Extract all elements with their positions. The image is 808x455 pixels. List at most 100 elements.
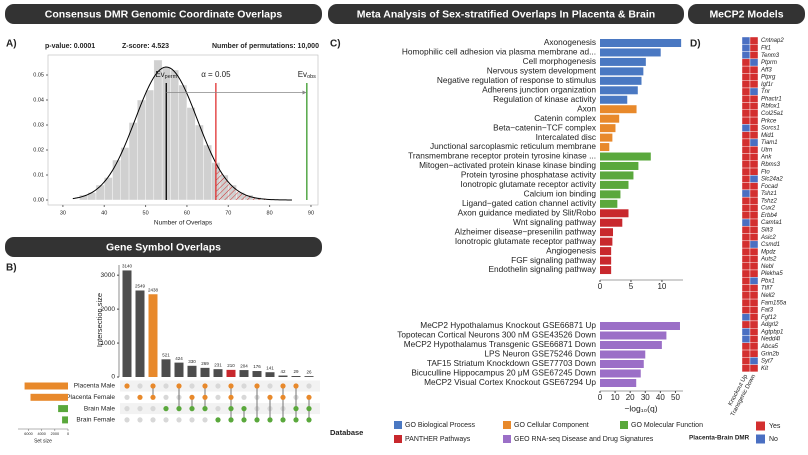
matrix-dot-empty: [189, 417, 195, 423]
bar-value-label: 330: [188, 359, 196, 364]
x-tick-label: 60: [184, 210, 190, 216]
set-size-bar: [24, 382, 68, 390]
panel-label: B): [6, 263, 17, 274]
bar: [600, 209, 629, 218]
row-label: Pbx1: [761, 278, 775, 284]
legend-label: GEO RNA-seq Disease and Drug Signatures: [514, 436, 654, 443]
heatmap-cell: [749, 87, 759, 96]
panel-title: MeCP2 Models: [709, 8, 783, 20]
heatmap-cell: [749, 262, 759, 271]
x-tick-label: 4000: [37, 432, 45, 436]
heatmap-cell: [749, 65, 759, 74]
category-label: Topotecan Cortical Neurons 300 nM GSE435…: [397, 330, 596, 340]
matrix-dot: [267, 417, 273, 423]
legend-swatch: [756, 421, 765, 431]
heatmap-cell: [749, 109, 759, 118]
heatmap-cell: [741, 247, 751, 256]
legend-label: GO Molecular Function: [631, 422, 703, 429]
matrix-dot-empty: [150, 406, 156, 412]
heatmap-cell: [749, 167, 759, 176]
bar: [600, 360, 644, 368]
row-label: Mpdz: [761, 249, 776, 255]
legend-title: Database: [330, 428, 363, 437]
heatmap-cell: [741, 138, 751, 147]
heatmap-cell: [741, 167, 751, 176]
x-tick-label: 70: [225, 210, 231, 216]
category-label: MeCP2 Hypothalamus Transgenic GSE66871 D…: [404, 339, 597, 349]
heatmap-cell: [749, 313, 759, 322]
set-label: Brain Female: [76, 417, 115, 424]
matrix-dot: [241, 417, 247, 423]
matrix-dot-empty: [189, 383, 195, 389]
heatmap-cell: [741, 211, 751, 220]
heatmap-cell: [749, 349, 759, 358]
intersection-bar: [304, 376, 314, 377]
matrix-dot: [280, 417, 286, 423]
hist-bar: [203, 144, 212, 201]
category-label: Protein tyrosine phosphatase activity: [461, 170, 597, 180]
row-label: Rbfox1: [761, 104, 780, 110]
x-tick-label: 0: [598, 282, 603, 291]
row-label: Sorcs1: [761, 126, 780, 132]
row-label: Erbb4: [761, 213, 778, 219]
matrix-dot: [228, 417, 234, 423]
bar: [600, 76, 642, 85]
heatmap-cell: [741, 182, 751, 191]
heatmap-cell: [741, 102, 751, 110]
row-label: Phactr1: [761, 96, 782, 102]
y-tick-label: 0.01: [33, 172, 44, 178]
legend-swatch: [394, 421, 402, 429]
x-tick-label: 40: [656, 393, 665, 402]
hist-bar: [112, 159, 121, 201]
x-tick-label: 2000: [51, 432, 59, 436]
legend-label: Yes: [769, 423, 781, 430]
matrix-dot: [241, 406, 247, 412]
intersection-bar: [291, 376, 301, 377]
heatmap-cell: [749, 189, 759, 198]
x-tick-label: 30: [60, 210, 66, 216]
category-label: Axon: [577, 103, 596, 113]
category-label: Alzheimer disease−presenilin pathway: [455, 226, 597, 236]
heatmap-cell: [741, 109, 751, 118]
bar: [600, 331, 667, 340]
hist-bar: [170, 69, 179, 201]
matrix-dot-empty: [215, 394, 221, 400]
matrix-dot: [189, 394, 195, 400]
row-label: Ptprg: [761, 75, 776, 81]
heatmap-cell: [749, 211, 759, 220]
legend-swatch: [756, 434, 765, 444]
matrix-dot: [293, 406, 299, 412]
heatmap-cell: [741, 284, 751, 292]
heatmap-cell: [741, 73, 751, 81]
x-axis-label: Set size: [34, 438, 52, 444]
category-label: Endothelin signaling pathway: [489, 264, 597, 274]
row-label: Igf1r: [761, 82, 774, 88]
heatmap-cell: [749, 320, 759, 329]
legend-label: No: [769, 436, 778, 443]
heatmap-cell: [741, 58, 751, 67]
bar-value-label: 424: [175, 356, 183, 361]
heatmap-cell: [749, 247, 759, 256]
bar: [600, 199, 618, 208]
category-label: Cell morphogenesis: [523, 56, 596, 66]
heatmap-cell: [749, 233, 759, 242]
category-label: Intercalated disc: [536, 132, 596, 142]
category-label: Ionotropic glutamate receptor activity: [460, 179, 596, 189]
heatmap-cell: [741, 218, 751, 227]
annotation-text: Ev: [298, 70, 307, 79]
matrix-dot-empty: [137, 417, 143, 423]
bar-value-label: 3140: [122, 264, 133, 269]
x-axis-label: −log₁₀(q): [624, 403, 657, 413]
intersection-bar: [135, 290, 145, 377]
heatmap-cell: [749, 284, 759, 292]
matrix-dot: [202, 406, 208, 412]
annotation-text: Ev: [155, 70, 164, 79]
matrix-dot: [137, 394, 143, 400]
heatmap-cell: [741, 291, 751, 300]
row-label: Cntnap2: [761, 38, 784, 44]
category-label: Catenin complex: [534, 113, 597, 123]
heatmap-cell: [749, 44, 759, 52]
category-label: Regulation of kinase activity: [493, 94, 597, 104]
panel-header: [5, 4, 322, 24]
